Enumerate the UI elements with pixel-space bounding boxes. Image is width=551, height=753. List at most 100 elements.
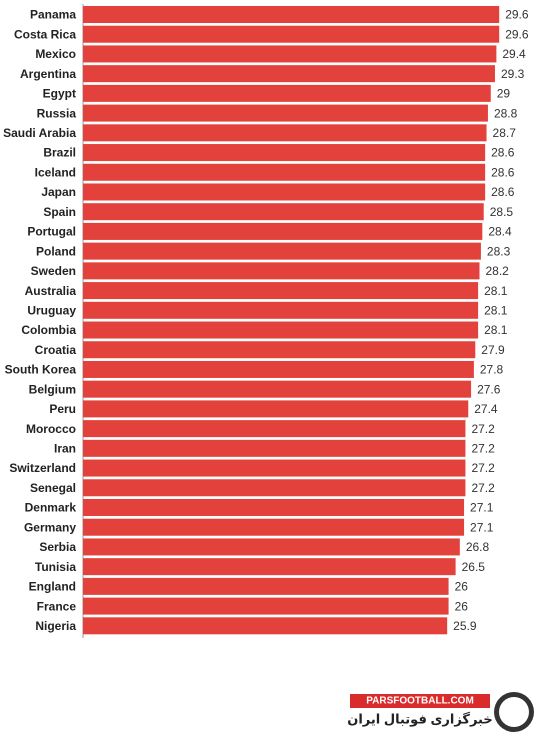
bar xyxy=(83,104,488,122)
bar xyxy=(83,321,479,339)
bar xyxy=(83,380,472,398)
value-label: 29.6 xyxy=(505,8,529,22)
bar xyxy=(83,163,486,181)
category-label: Germany xyxy=(24,520,76,534)
category-label: Brazil xyxy=(43,146,76,160)
category-label: Costa Rica xyxy=(14,27,76,41)
value-label: 27.2 xyxy=(471,442,495,456)
value-label: 27.1 xyxy=(470,520,494,534)
value-label: 29.4 xyxy=(502,47,526,61)
value-label: 27.4 xyxy=(474,402,498,416)
category-label: Saudi Arabia xyxy=(3,126,76,140)
bar xyxy=(83,459,466,477)
bar xyxy=(83,222,483,240)
bar xyxy=(83,538,460,556)
category-label: Colombia xyxy=(21,323,76,337)
value-label: 27.2 xyxy=(471,461,495,475)
category-label: Nigeria xyxy=(35,619,76,633)
bar xyxy=(83,45,497,63)
watermark-band xyxy=(350,694,490,708)
value-label: 28.3 xyxy=(487,244,511,258)
bar xyxy=(83,479,466,497)
value-label: 26.5 xyxy=(462,560,486,574)
value-label: 29 xyxy=(497,87,511,101)
bar xyxy=(83,617,448,635)
category-label: Poland xyxy=(36,244,76,258)
value-label: 27.2 xyxy=(471,422,495,436)
category-label: Senegal xyxy=(30,481,76,495)
category-label: Morocco xyxy=(26,422,76,436)
value-label: 28.8 xyxy=(494,106,518,120)
category-label: Belgium xyxy=(29,382,76,396)
bar xyxy=(83,6,500,23)
value-label: 25.9 xyxy=(453,619,477,633)
category-label: Uruguay xyxy=(27,303,76,317)
category-label: South Korea xyxy=(5,363,77,377)
watermark: PARSFOOTBALL.COM خبرگزاری فوتبال ایران xyxy=(347,692,534,732)
bar xyxy=(83,597,449,615)
category-label: Mexico xyxy=(35,47,76,61)
category-label: Denmark xyxy=(25,501,77,515)
category-label: Spain xyxy=(43,205,76,219)
bar xyxy=(83,242,481,260)
value-label: 29.6 xyxy=(505,27,529,41)
value-label: 26 xyxy=(455,599,469,613)
bar xyxy=(83,25,500,43)
bar xyxy=(83,203,484,221)
category-label: England xyxy=(29,580,76,594)
category-label: Egypt xyxy=(43,87,76,101)
bar xyxy=(83,262,480,280)
value-label: 27.6 xyxy=(477,382,501,396)
category-label: France xyxy=(37,599,77,613)
category-label: Australia xyxy=(25,284,77,298)
category-label: Sweden xyxy=(31,264,76,278)
watermark-logo-inner xyxy=(499,697,529,727)
value-label: 27.9 xyxy=(481,343,505,357)
category-label: Serbia xyxy=(39,540,76,554)
value-label: 28.1 xyxy=(484,303,508,317)
bar xyxy=(83,518,465,536)
value-label: 26 xyxy=(455,580,469,594)
value-label: 28.7 xyxy=(493,126,517,140)
value-label: 28.6 xyxy=(491,185,515,199)
bar xyxy=(83,84,491,102)
value-label: 26.8 xyxy=(466,540,490,554)
category-label: Japan xyxy=(41,185,76,199)
value-label: 28.6 xyxy=(491,146,515,160)
bar xyxy=(83,65,495,83)
watermark-site: PARSFOOTBALL.COM xyxy=(366,696,474,707)
bar xyxy=(83,341,476,359)
value-label: 28.4 xyxy=(488,225,512,239)
watermark-tagline: خبرگزاری فوتبال ایران xyxy=(347,711,492,726)
bar xyxy=(83,499,465,516)
value-label: 28.1 xyxy=(484,284,508,298)
bar xyxy=(83,144,486,162)
category-label: Iceland xyxy=(35,165,76,179)
category-label: Croatia xyxy=(35,343,77,357)
bar xyxy=(83,400,469,418)
category-label: Peru xyxy=(49,402,76,416)
bar xyxy=(83,439,466,457)
value-label: 28.6 xyxy=(491,165,515,179)
value-label: 28.2 xyxy=(486,264,510,278)
bar xyxy=(83,301,479,319)
value-label: 29.3 xyxy=(501,67,525,81)
value-label: 28.1 xyxy=(484,323,508,337)
bar xyxy=(83,124,487,142)
value-label: 28.5 xyxy=(490,205,514,219)
bar xyxy=(83,558,456,576)
bar xyxy=(83,360,474,378)
category-label: Tunisia xyxy=(35,560,76,574)
category-label: Russia xyxy=(37,106,77,120)
bar xyxy=(83,420,466,438)
value-label: 27.8 xyxy=(480,363,504,377)
category-label: Portugal xyxy=(27,225,76,239)
bar xyxy=(83,577,449,595)
bar xyxy=(83,282,479,300)
value-label: 27.1 xyxy=(470,501,494,515)
value-label: 27.2 xyxy=(471,481,495,495)
category-label: Panama xyxy=(30,8,76,22)
category-label: Iran xyxy=(54,442,76,456)
category-label: Switzerland xyxy=(9,461,76,475)
